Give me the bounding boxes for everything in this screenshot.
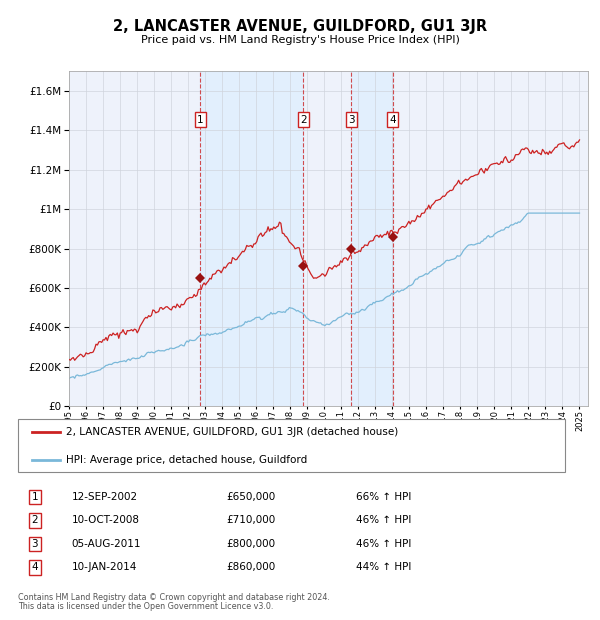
Text: Price paid vs. HM Land Registry's House Price Index (HPI): Price paid vs. HM Land Registry's House … — [140, 35, 460, 45]
Text: 3: 3 — [348, 115, 355, 125]
Text: 66% ↑ HPI: 66% ↑ HPI — [356, 492, 412, 502]
Text: 2: 2 — [300, 115, 307, 125]
Text: £800,000: £800,000 — [227, 539, 276, 549]
Text: This data is licensed under the Open Government Licence v3.0.: This data is licensed under the Open Gov… — [18, 602, 274, 611]
Text: 1: 1 — [197, 115, 203, 125]
Text: 10-JAN-2014: 10-JAN-2014 — [71, 562, 137, 572]
Text: 46% ↑ HPI: 46% ↑ HPI — [356, 539, 412, 549]
Text: 4: 4 — [389, 115, 396, 125]
Text: 46% ↑ HPI: 46% ↑ HPI — [356, 515, 412, 525]
Text: 4: 4 — [32, 562, 38, 572]
Bar — [352, 71, 393, 406]
Text: Contains HM Land Registry data © Crown copyright and database right 2024.: Contains HM Land Registry data © Crown c… — [18, 593, 330, 601]
Bar — [200, 71, 304, 406]
Text: 05-AUG-2011: 05-AUG-2011 — [71, 539, 141, 549]
Text: 2, LANCASTER AVENUE, GUILDFORD, GU1 3JR: 2, LANCASTER AVENUE, GUILDFORD, GU1 3JR — [113, 19, 487, 33]
Text: 1: 1 — [32, 492, 38, 502]
FancyBboxPatch shape — [18, 419, 565, 472]
Text: 44% ↑ HPI: 44% ↑ HPI — [356, 562, 412, 572]
Text: £650,000: £650,000 — [227, 492, 276, 502]
Text: 10-OCT-2008: 10-OCT-2008 — [71, 515, 140, 525]
Text: 3: 3 — [32, 539, 38, 549]
Text: 2: 2 — [32, 515, 38, 525]
Text: HPI: Average price, detached house, Guildford: HPI: Average price, detached house, Guil… — [66, 454, 307, 464]
Text: 12-SEP-2002: 12-SEP-2002 — [71, 492, 138, 502]
Text: 2, LANCASTER AVENUE, GUILDFORD, GU1 3JR (detached house): 2, LANCASTER AVENUE, GUILDFORD, GU1 3JR … — [66, 427, 398, 437]
Text: £710,000: £710,000 — [227, 515, 276, 525]
Text: £860,000: £860,000 — [227, 562, 276, 572]
